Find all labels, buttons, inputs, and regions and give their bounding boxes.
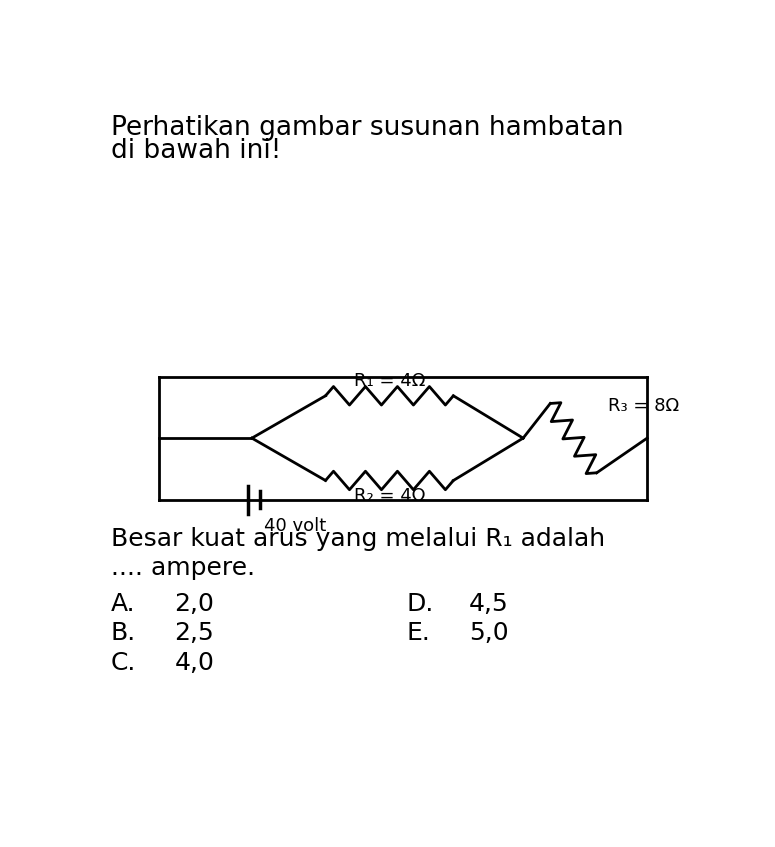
Text: R₂ = 4Ω: R₂ = 4Ω: [353, 487, 425, 505]
Text: Perhatikan gambar susunan hambatan: Perhatikan gambar susunan hambatan: [111, 114, 623, 141]
Text: Besar kuat arus yang melalui R₁ adalah: Besar kuat arus yang melalui R₁ adalah: [111, 527, 605, 551]
Text: E.: E.: [407, 622, 431, 645]
Text: di bawah ini!: di bawah ini!: [111, 138, 281, 163]
Text: 40 volt: 40 volt: [264, 517, 326, 534]
Text: D.: D.: [407, 592, 434, 616]
Text: A.: A.: [111, 592, 136, 616]
Text: C.: C.: [111, 650, 136, 675]
Text: 2,0: 2,0: [174, 592, 214, 616]
Text: 2,5: 2,5: [174, 622, 214, 645]
Text: 4,5: 4,5: [469, 592, 508, 616]
Text: .... ampere.: .... ampere.: [111, 556, 255, 580]
Text: R₃ = 8Ω: R₃ = 8Ω: [608, 397, 680, 415]
Text: 4,0: 4,0: [174, 650, 214, 675]
Text: 5,0: 5,0: [469, 622, 508, 645]
Text: R₁ = 4Ω: R₁ = 4Ω: [353, 372, 425, 390]
Text: B.: B.: [111, 622, 136, 645]
